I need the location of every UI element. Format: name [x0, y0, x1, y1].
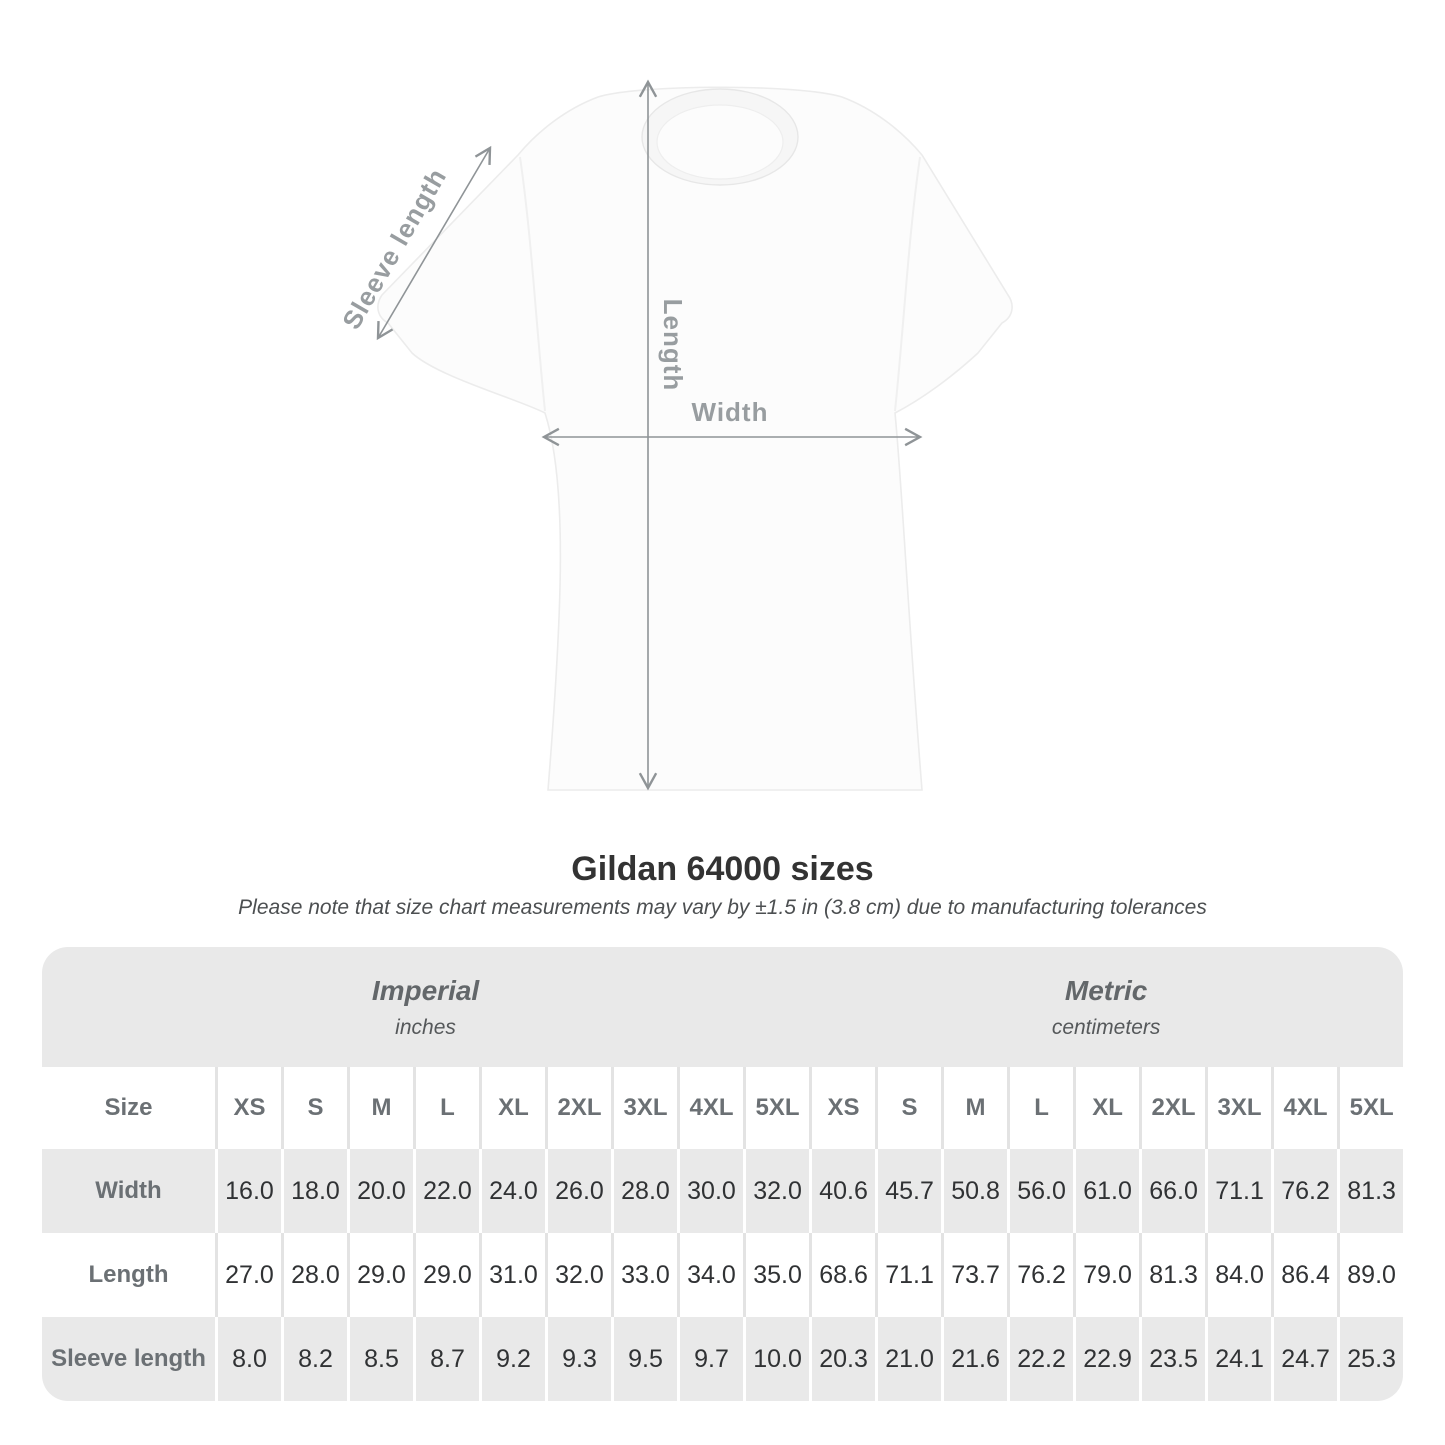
measurement-cell: 16.0: [215, 1149, 281, 1233]
measurement-cell: 24.7: [1271, 1317, 1338, 1401]
tshirt-diagram: Length Width Sleeve length: [330, 55, 1060, 835]
imperial-section-header: Imperial inches: [42, 947, 810, 1067]
measurement-row: Length 27.0 28.0 29.0 29.0 31.0 32.0 33.0 34.0 35…: [42, 1233, 1404, 1317]
collar-inner: [656, 104, 784, 180]
measurement-cell: 9.7: [677, 1317, 743, 1401]
measurement-cell: 24.1: [1205, 1317, 1272, 1401]
metric-section-header: Metric centimeters: [809, 947, 1404, 1067]
measurement-cell: 34.0: [677, 1233, 743, 1317]
size-column-title: Size: [42, 1067, 215, 1149]
size-header-cell: 3XL: [1205, 1067, 1272, 1149]
size-header-row: Size XS S M L XL 2XL 3XL 4XL 5XL XS S M L XL 2XL 3XL 4XL…: [42, 1067, 1404, 1149]
measurement-row: Width 16.0 18.0 20.0 22.0 24.0 26.0 28.0 30.0 32.…: [42, 1149, 1404, 1233]
measurement-cell: 29.0: [413, 1233, 479, 1317]
measurement-cell: 9.3: [545, 1317, 611, 1401]
measurement-cell: 8.5: [347, 1317, 413, 1401]
measurement-cell: 20.3: [809, 1317, 876, 1401]
measurement-cell: 61.0: [1073, 1149, 1140, 1233]
measurement-cell: 22.0: [413, 1149, 479, 1233]
size-header-cell: 4XL: [1271, 1067, 1338, 1149]
size-header-cell: M: [941, 1067, 1008, 1149]
metric-label: Metric: [1064, 974, 1148, 1006]
width-label: Width: [692, 397, 769, 427]
imperial-unit-label: inches: [395, 1015, 456, 1039]
measurement-cell: 68.6: [809, 1233, 876, 1317]
measurement-cell: 8.2: [281, 1317, 347, 1401]
measurement-row-label: Length: [42, 1233, 215, 1317]
measurement-cell: 71.1: [875, 1233, 942, 1317]
measurement-cell: 31.0: [479, 1233, 545, 1317]
measurement-cell: 20.0: [347, 1149, 413, 1233]
measurement-row: Sleeve length 8.0 8.2 8.5 8.7 9.2 9.3 9.5 9.7 10.…: [42, 1317, 1404, 1401]
size-header-cell: XL: [479, 1067, 545, 1149]
measurement-cell: 33.0: [611, 1233, 677, 1317]
size-header-cell: XS: [809, 1067, 876, 1149]
measurement-cell: 76.2: [1007, 1233, 1074, 1317]
metric-unit-label: centimeters: [1051, 1015, 1161, 1039]
measurement-cell: 50.8: [941, 1149, 1008, 1233]
measurement-cell: 21.6: [941, 1317, 1008, 1401]
measurement-cell: 66.0: [1139, 1149, 1206, 1233]
measurement-cell: 28.0: [611, 1149, 677, 1233]
page-title: Gildan 64000 sizes: [571, 850, 874, 888]
tshirt-shape-icon: [377, 86, 1013, 791]
measurement-cell: 25.3: [1337, 1317, 1404, 1401]
measurement-cell: 71.1: [1205, 1149, 1272, 1233]
measurement-cell: 86.4: [1271, 1233, 1338, 1317]
size-header-cell: S: [281, 1067, 347, 1149]
size-header-cell: L: [1007, 1067, 1074, 1149]
size-header-cell: 4XL: [677, 1067, 743, 1149]
measurement-cell: 32.0: [743, 1149, 810, 1233]
size-table: Imperial inches Metric centimeters Size …: [42, 947, 1404, 1401]
measurement-cell: 56.0: [1007, 1149, 1074, 1233]
measurement-cell: 79.0: [1073, 1233, 1140, 1317]
tshirt-graphic: Length Width Sleeve length: [336, 79, 1013, 791]
measurement-cell: 24.0: [479, 1149, 545, 1233]
size-header-cell: S: [875, 1067, 942, 1149]
size-header-cell: XS: [215, 1067, 281, 1149]
measurement-cell: 9.2: [479, 1317, 545, 1401]
measurement-cell: 9.5: [611, 1317, 677, 1401]
tolerance-note: Please note that size chart measurements…: [238, 896, 1207, 919]
imperial-label: Imperial: [371, 974, 480, 1006]
size-header-cell: XL: [1073, 1067, 1140, 1149]
measurement-cell: 40.6: [809, 1149, 876, 1233]
size-header-cell: M: [347, 1067, 413, 1149]
unit-header-row: Imperial inches Metric centimeters: [42, 947, 1404, 1067]
sleeve-length-arrow: [376, 145, 492, 341]
measurement-cell: 8.7: [413, 1317, 479, 1401]
measurement-cell: 22.9: [1073, 1317, 1140, 1401]
measurement-cell: 21.0: [875, 1317, 942, 1401]
length-label: Length: [658, 299, 688, 392]
measurement-cell: 8.0: [215, 1317, 281, 1401]
measurement-cell: 28.0: [281, 1233, 347, 1317]
size-header-cell: 2XL: [1139, 1067, 1206, 1149]
size-header-cell: 5XL: [1337, 1067, 1404, 1149]
measurement-cell: 84.0: [1205, 1233, 1272, 1317]
measurement-cell: 10.0: [743, 1317, 810, 1401]
measurement-cell: 76.2: [1271, 1149, 1338, 1233]
measurement-cell: 27.0: [215, 1233, 281, 1317]
measurement-cell: 29.0: [347, 1233, 413, 1317]
measurement-cell: 45.7: [875, 1149, 942, 1233]
measurement-cell: 81.3: [1337, 1149, 1404, 1233]
measurement-row-label: Width: [42, 1149, 215, 1233]
measurement-row-label: Sleeve length: [42, 1317, 215, 1401]
measurement-cell: 18.0: [281, 1149, 347, 1233]
size-header-cell: 3XL: [611, 1067, 677, 1149]
measurement-cell: 81.3: [1139, 1233, 1206, 1317]
measurement-cell: 22.2: [1007, 1317, 1074, 1401]
measurement-cell: 35.0: [743, 1233, 810, 1317]
measurement-cell: 30.0: [677, 1149, 743, 1233]
measurement-cell: 26.0: [545, 1149, 611, 1233]
size-header-cell: 5XL: [743, 1067, 810, 1149]
size-header-cell: 2XL: [545, 1067, 611, 1149]
size-header-cell: L: [413, 1067, 479, 1149]
measurement-cell: 23.5: [1139, 1317, 1206, 1401]
measurement-cell: 32.0: [545, 1233, 611, 1317]
measurement-cell: 89.0: [1337, 1233, 1404, 1317]
measurement-cell: 73.7: [941, 1233, 1008, 1317]
